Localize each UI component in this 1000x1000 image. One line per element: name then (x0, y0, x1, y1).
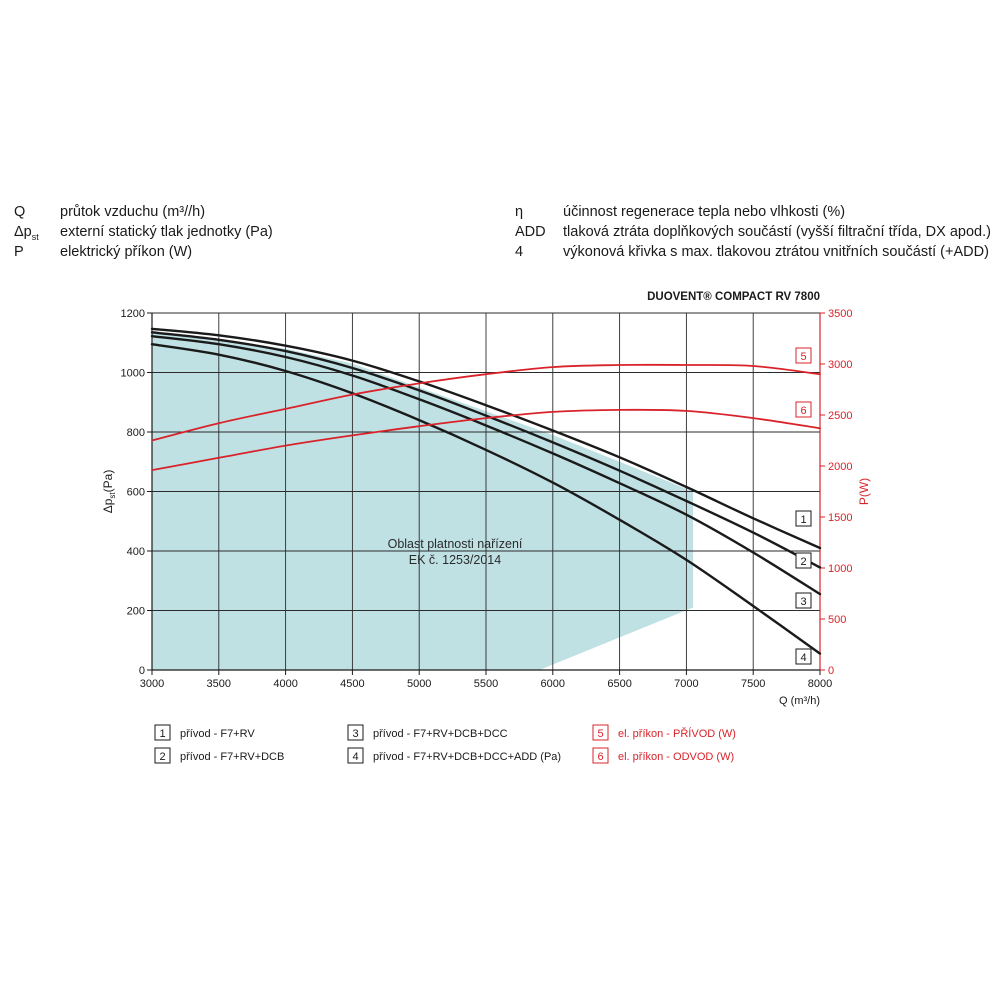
legend-box-3 (347, 724, 364, 741)
series-tag-label-5: 5 (800, 351, 806, 363)
y2-tick-label: 2500 (828, 410, 852, 422)
series-tag-box-3 (795, 592, 812, 609)
legend-tag-6: 6 (597, 751, 603, 763)
y2-tick-label: 3000 (828, 359, 852, 371)
y2-tick-label: 1500 (828, 512, 852, 524)
y-tick-label: 1000 (121, 368, 145, 380)
legend-tag-2: 2 (159, 751, 165, 763)
y-tick-label: 0 (139, 665, 145, 677)
symbol-label: P (14, 244, 24, 260)
symbol-main: Δp (14, 224, 32, 240)
symbol-label: 4 (515, 244, 524, 260)
legend-box-4 (347, 747, 364, 764)
series-tag-label-6: 6 (800, 405, 806, 417)
y-axis-label-main: Δp (101, 498, 115, 513)
series-line-6 (151, 408, 821, 471)
y2-tick-label: 3500 (828, 308, 852, 320)
x-tick-label: 8000 (808, 678, 832, 690)
symbol-description: výkonová křivka s max. tlakovou ztrátou … (563, 244, 989, 260)
x-tick-label: 7500 (741, 678, 765, 690)
x-tick-label: 4000 (273, 678, 297, 690)
symbol-legend-left: Q průtok vzduchu (m³//h) Δpst externí st… (14, 202, 494, 262)
symbol-row-p: P elektrický příkon (W) (14, 242, 494, 262)
series-tag-box-1 (795, 510, 812, 527)
y-tick-label: 600 (127, 487, 145, 499)
symbol-label: η (515, 204, 524, 220)
legend-box-1 (154, 724, 171, 741)
symbol-row-4: 4 výkonová křivka s max. tlakovou ztráto… (515, 242, 1000, 262)
region-label-line2: EK č. 1253/2014 (409, 553, 501, 567)
series-tag-box-2 (795, 552, 812, 569)
y2-tick-label: 0 (828, 665, 834, 677)
legend-box-6 (592, 747, 609, 764)
y-axis-label-unit: (Pa) (101, 470, 115, 493)
series-tag-label-3: 3 (800, 596, 806, 608)
y-tick-label: 1200 (121, 308, 145, 320)
series-line-5 (151, 363, 821, 442)
legend-box-5 (592, 724, 609, 741)
legend-label-6: el. příkon - ODVOD (W) (618, 751, 734, 763)
x-tick-label: 3500 (207, 678, 231, 690)
series-tag-label-1: 1 (800, 514, 806, 526)
x-tick-label: 4500 (340, 678, 364, 690)
series-tag-box-5 (795, 347, 812, 364)
y-axis-label-sub: st (108, 492, 117, 499)
legend-label-4: přívod - F7+RV+DCB+DCC+ADD (Pa) (373, 751, 561, 763)
symbol-subscript: st (31, 232, 39, 242)
series-tag-box-4 (795, 648, 812, 665)
legend-tag-1: 1 (159, 728, 165, 740)
y-tick-label: 800 (127, 427, 145, 439)
legend-label-5: el. příkon - PŘÍVOD (W) (618, 727, 736, 740)
symbol-row-dpst: Δpst externí statický tlak jednotky (Pa) (14, 222, 494, 242)
symbol-row-add: ADD tlaková ztráta doplňkových součástí … (515, 222, 1000, 242)
series-line-3 (150, 335, 822, 596)
chart-title: DUOVENT® COMPACT RV 7800 (647, 291, 820, 303)
legend-label-2: přívod - F7+RV+DCB (180, 751, 284, 763)
symbol-row-q: Q průtok vzduchu (m³//h) (14, 202, 494, 222)
legend-label-3: přívod - F7+RV+DCB+DCC (373, 728, 508, 740)
symbol-description: elektrický příkon (W) (60, 244, 193, 260)
series-tag-box-6 (795, 401, 812, 418)
x-axis-label: Q (m³/h) (779, 695, 820, 707)
symbol-row-eta: η účinnost regenerace tepla nebo vlhkost… (515, 202, 1000, 222)
legend-tag-4: 4 (352, 751, 358, 763)
legend-tag-3: 3 (352, 728, 358, 740)
x-tick-label: 6000 (541, 678, 565, 690)
series-tag-label-4: 4 (800, 652, 806, 664)
symbol-legend-right: η účinnost regenerace tepla nebo vlhkost… (515, 202, 1000, 262)
legend-tag-5: 5 (597, 728, 603, 740)
y2-tick-label: 2000 (828, 461, 852, 473)
legend-label-1: přívod - F7+RV (180, 728, 255, 740)
region-label-line1: Oblast platnosti nařízení (388, 537, 523, 551)
x-tick-label: 7000 (674, 678, 698, 690)
symbol-description: externí statický tlak jednotky (Pa) (60, 224, 273, 240)
y-tick-label: 200 (127, 606, 145, 618)
series-line-2 (150, 331, 822, 569)
symbol-label: Δpst (14, 222, 39, 243)
symbol-description: tlaková ztráta doplňkových součástí (vyš… (563, 224, 991, 240)
y2-tick-label: 1000 (828, 563, 852, 575)
symbol-label: Q (14, 204, 26, 220)
validity-region (152, 330, 694, 670)
x-tick-label: 3000 (140, 678, 164, 690)
legend-box-2 (154, 747, 171, 764)
y2-axis-label: P(W) (857, 478, 871, 505)
y-axis-label: Δpst(Pa) (101, 470, 117, 514)
series-line-1 (150, 327, 822, 550)
series-tag-label-2: 2 (800, 556, 806, 568)
x-tick-label: 6500 (607, 678, 631, 690)
y-tick-label: 400 (127, 546, 145, 558)
series-line-4 (150, 343, 822, 655)
symbol-description: průtok vzduchu (m³//h) (60, 204, 206, 220)
x-tick-label: 5500 (474, 678, 498, 690)
y2-tick-label: 500 (828, 614, 846, 626)
symbol-description: účinnost regenerace tepla nebo vlhkosti … (563, 204, 846, 220)
symbol-label: ADD (515, 224, 546, 240)
x-tick-label: 5000 (407, 678, 431, 690)
